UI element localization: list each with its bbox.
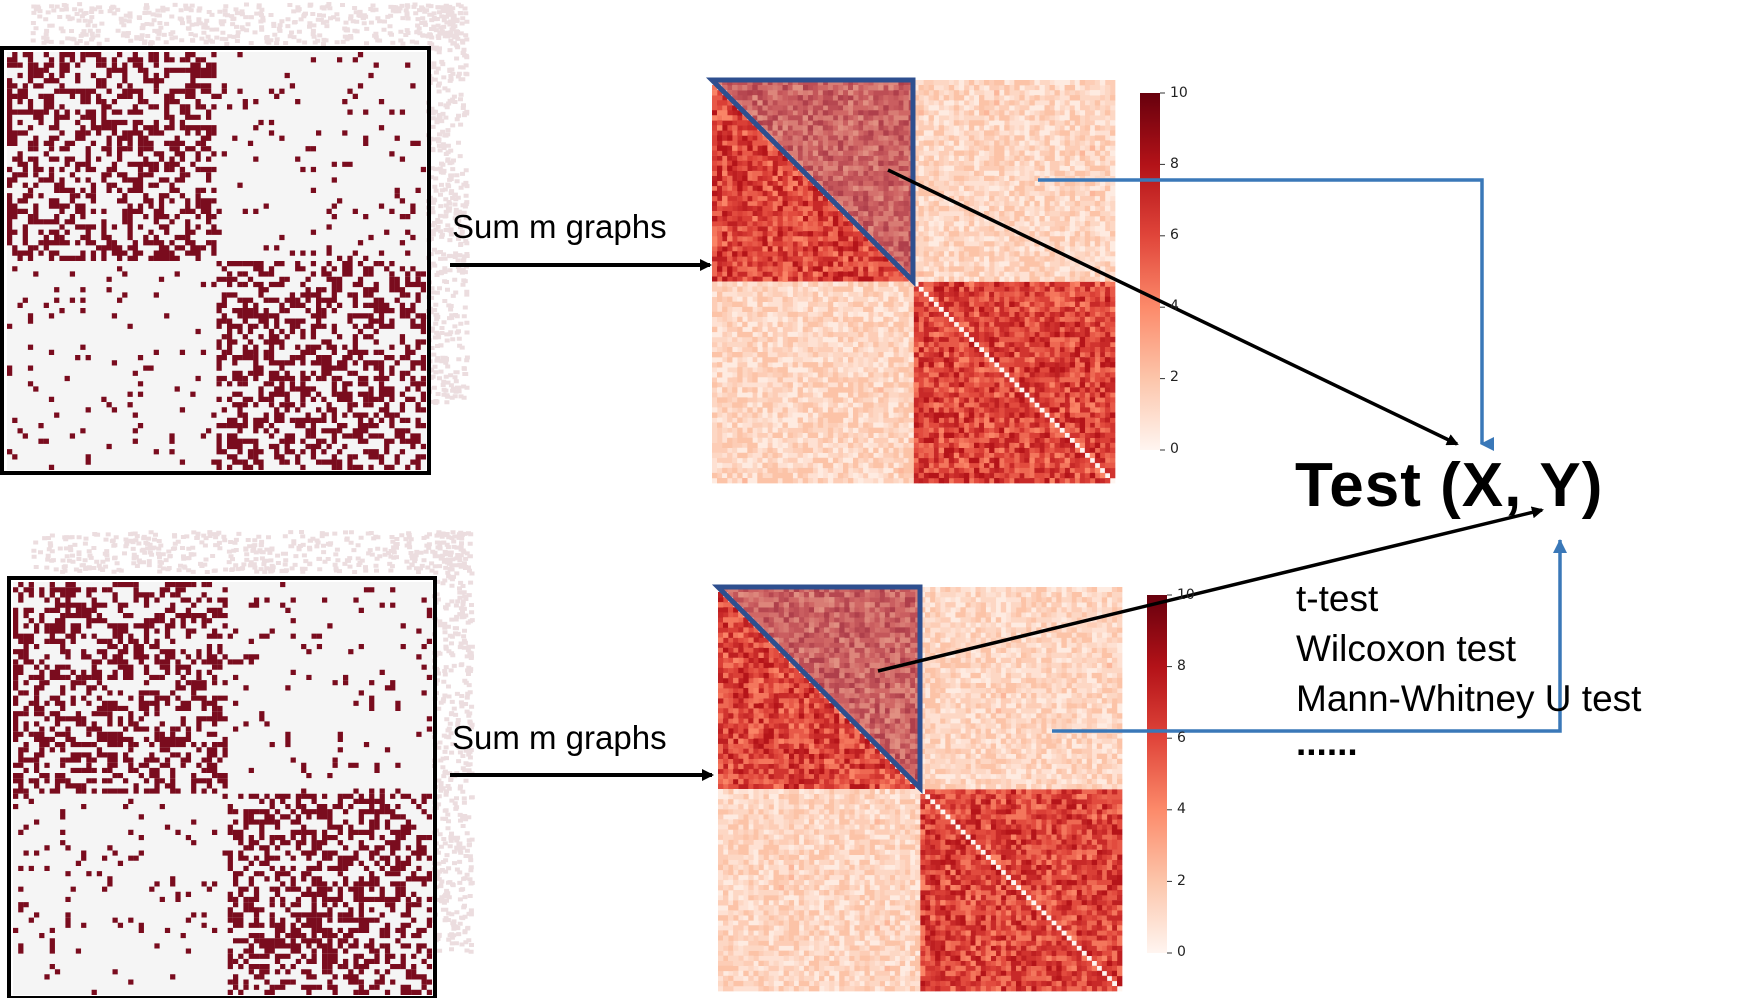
heatmap-cells (718, 587, 1123, 992)
colorbar-tick-label: 2 (1170, 369, 1179, 385)
method-item: Wilcoxon test (1296, 628, 1517, 669)
arrow-x-to-test (887, 168, 1459, 446)
colorbar-tick-label: 10 (1177, 587, 1195, 603)
colorbar-tick-label: 2 (1177, 873, 1186, 889)
adjacency-frame-bottom (7, 576, 437, 998)
colorbar-tick-label: 6 (1170, 227, 1179, 243)
colorbar-tick-label: 4 (1170, 298, 1179, 314)
arrow-y-to-test (877, 506, 1544, 673)
colorbar-tick-label: 0 (1177, 944, 1186, 960)
heatmap-cells (718, 587, 1123, 992)
colorbar-tick-marks (1160, 92, 1172, 954)
colorbar-tick-label: 4 (1177, 801, 1186, 817)
upper-triangle-selection-bottom (711, 584, 923, 795)
adjacency-edge-cells (7, 52, 427, 471)
colorbar-tick-label: 6 (1177, 730, 1186, 746)
stacked-graphs-shadow-bottom (31, 530, 475, 954)
stacked-graphs-shadow-top (30, 2, 470, 405)
adjacency-matrix-top (7, 52, 427, 471)
adjacency-matrix-bottom (13, 582, 433, 995)
blue-line-bottom-block-to-test (1052, 540, 1562, 733)
colorbar-top (1140, 93, 1160, 450)
method-item: t-test (1296, 578, 1379, 619)
colorbar-tick-label: 0 (1170, 441, 1179, 457)
blue-arrow-top-block-to-test (1038, 178, 1494, 451)
colorbar-bottom (1147, 595, 1167, 953)
heatmap-cells (718, 587, 1123, 992)
adjacency-frame-top (0, 46, 431, 475)
test-title: Test (X, Y) (1295, 451, 1604, 520)
method-item: ...... (1296, 722, 1358, 763)
colorbar-tick-label: 10 (1170, 85, 1188, 101)
ghost-graph-cells (31, 530, 475, 954)
sum-label-top: Sum m graphs (452, 208, 667, 245)
colorbar-tick-label: 8 (1177, 658, 1186, 674)
sum-label-bottom: Sum m graphs (452, 719, 667, 756)
method-item: Mann-Whitney U test (1296, 678, 1642, 719)
ghost-graph-cells (30, 2, 470, 405)
blue-arrowhead-bottom (1553, 539, 1567, 553)
colorbar-tick-label: 8 (1170, 156, 1179, 172)
